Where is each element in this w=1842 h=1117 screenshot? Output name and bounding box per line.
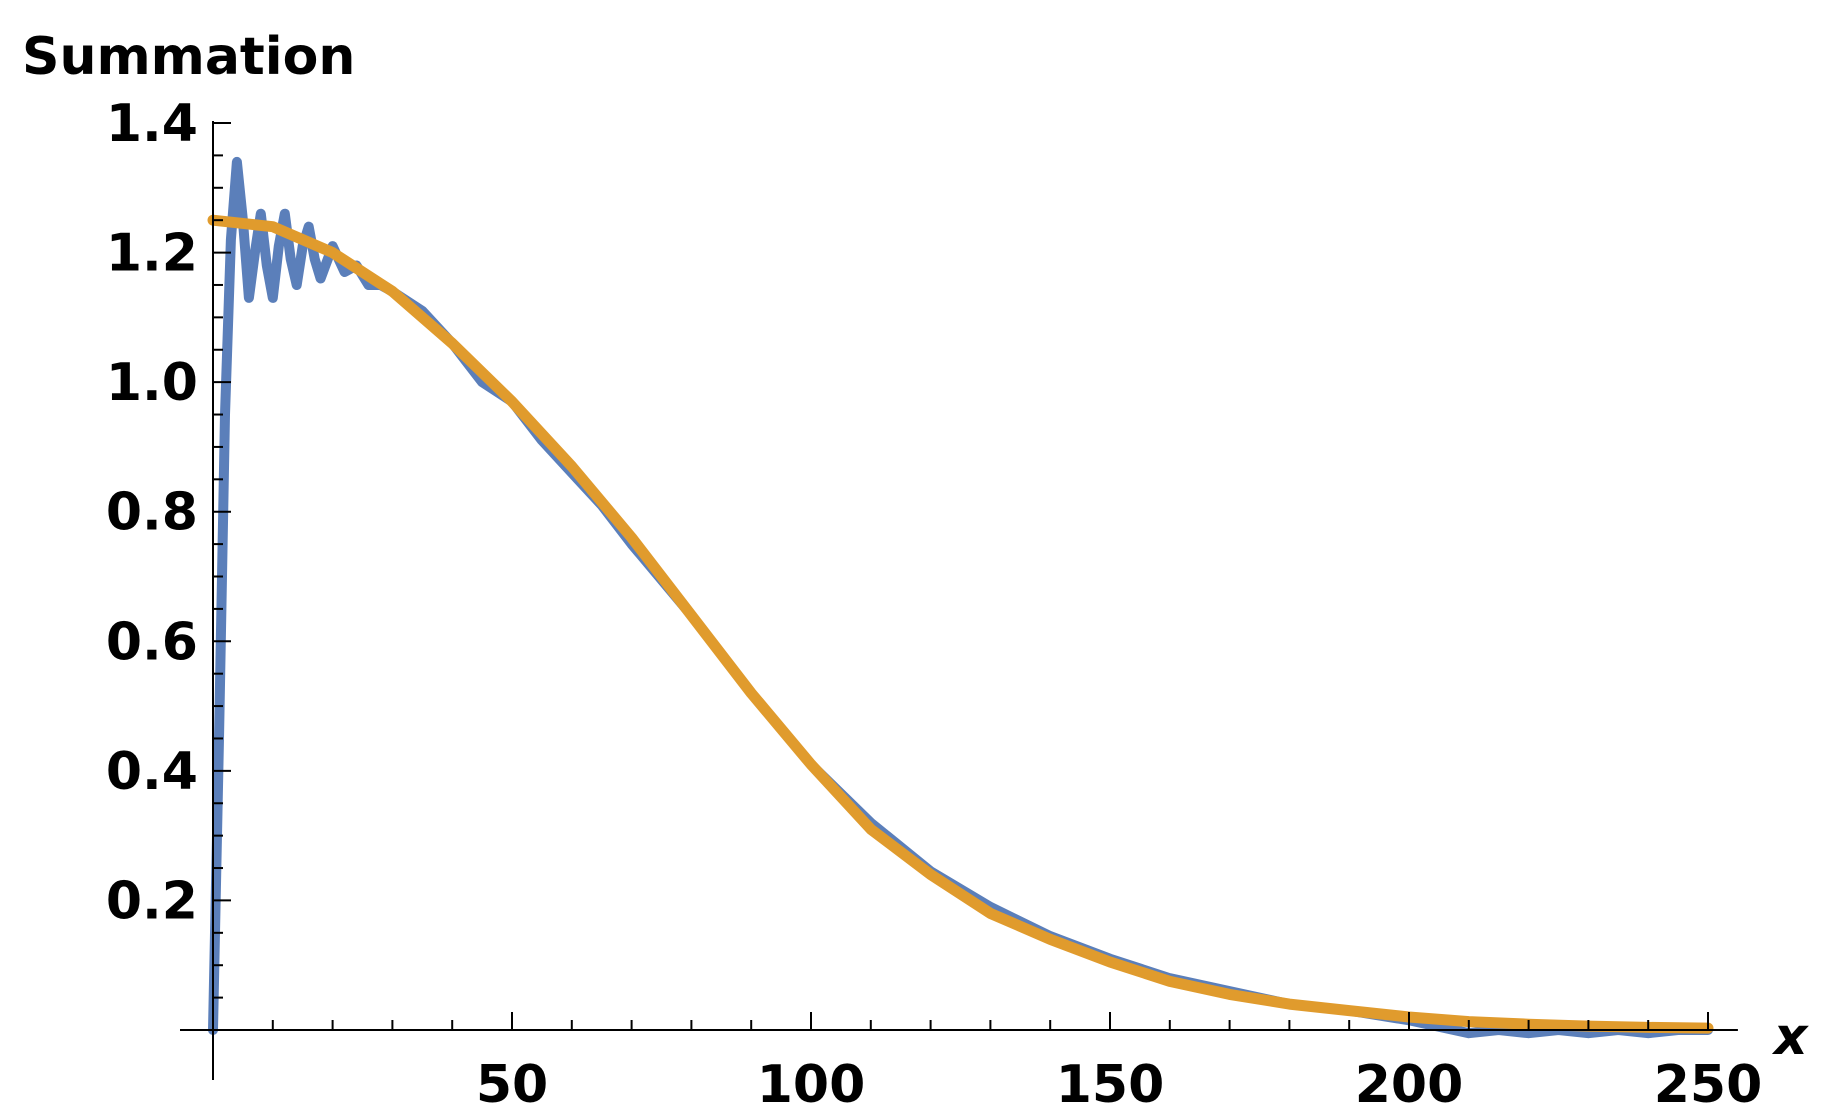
y-axis-title: Summation (22, 27, 355, 87)
plot-area (207, 156, 1714, 1039)
y-tick-label: 1.2 (106, 224, 198, 284)
axis-ticks: 50 100 150 200 250 0.2 0.4 0.6 0.8 1.0 1.2 1.4 (106, 94, 1762, 1115)
series-line-1 (208, 156, 1713, 1039)
y-tick-label: 0.8 (106, 483, 198, 543)
x-tick-label: 250 (1654, 1055, 1763, 1115)
y-tick-label: 0.6 (106, 612, 198, 672)
y-tick-label: 1.4 (106, 94, 198, 154)
series-line-2 (207, 214, 1714, 1034)
x-axis-title: x (1771, 1007, 1809, 1067)
x-tick-label: 50 (476, 1055, 548, 1115)
y-tick-label: 0.2 (106, 871, 198, 931)
x-tick-label: 200 (1355, 1055, 1464, 1115)
y-tick-label: 1.0 (106, 353, 198, 413)
y-tick-label: 0.4 (106, 742, 198, 802)
x-tick-label: 100 (757, 1055, 866, 1115)
x-tick-label: 150 (1056, 1055, 1165, 1115)
